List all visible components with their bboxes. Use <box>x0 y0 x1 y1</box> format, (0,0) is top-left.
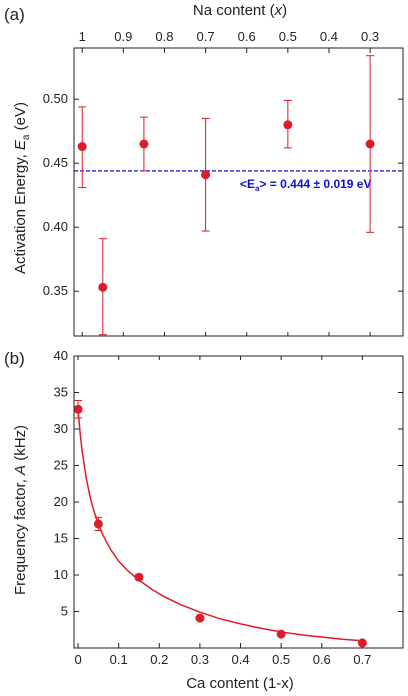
data-point-with-error <box>195 613 205 623</box>
panel-a-y-axis-title-var: E <box>12 139 29 150</box>
panel-a-y-axis-title-main: Activation Energy, <box>12 150 29 274</box>
panel-a-ticks: 1 0.9 0.8 0.7 0.6 0.5 0.4 0.3 0.35 0.40 0.45 0.50 <box>43 29 403 336</box>
panel-b-x-tick-label: 0 <box>74 652 81 667</box>
panel-b-y-tick-label: 35 <box>54 385 68 400</box>
data-point <box>201 170 211 180</box>
top-axis-tick-label: 0.6 <box>238 29 256 44</box>
data-point-with-error <box>98 238 108 336</box>
top-axis-title-main: Na content ( <box>193 2 275 19</box>
panel-b-x-tick-label: 0.4 <box>231 652 249 667</box>
data-point-with-error <box>201 117 211 232</box>
panel-b-y-tick-label: 30 <box>54 421 68 436</box>
data-point-with-error <box>283 99 293 149</box>
panel-b-plot-frame <box>73 355 404 649</box>
panel-b-y-tick-label: 20 <box>54 494 68 509</box>
panel-b-y-tick-label: 15 <box>54 531 68 546</box>
panel-b-data-points <box>73 400 367 648</box>
top-axis-tick-label: 0.7 <box>197 29 215 44</box>
data-point <box>365 139 375 149</box>
panel-a-plot-frame <box>73 47 404 337</box>
panel-a-data-points <box>77 55 375 336</box>
data-point-with-error <box>93 516 103 531</box>
panel-b-label: (b) <box>4 349 25 368</box>
data-point <box>283 120 293 130</box>
panel-b-y-axis-title-main: Frequency factor, <box>12 475 29 595</box>
mean-label-sub: a <box>255 184 260 193</box>
data-point <box>77 142 87 152</box>
data-point-with-error <box>134 572 144 582</box>
top-axis-tick-label: 1 <box>79 29 86 44</box>
panel-a-activation-energy-chart: (a) Na content (x) Activation Energy, Ea… <box>4 2 404 337</box>
data-point <box>195 613 205 623</box>
panel-b-x-tick-label: 0.6 <box>313 652 331 667</box>
panel-a-label: (a) <box>4 5 25 24</box>
data-point-with-error <box>77 106 87 189</box>
data-point <box>98 282 108 292</box>
panel-a-y-tick-label: 0.50 <box>43 91 68 106</box>
data-point-with-error <box>73 400 83 419</box>
panel-b-x-axis-title: Ca content (1-x) <box>186 675 294 692</box>
panel-b-x-tick-label: 0.1 <box>110 652 128 667</box>
panel-a-y-axis-title: Activation Energy, Ea (eV) <box>12 102 32 274</box>
panel-b-x-tick-label: 0.3 <box>191 652 209 667</box>
data-point-with-error <box>139 116 149 172</box>
panel-a-y-tick-label: 0.40 <box>43 219 68 234</box>
mean-activation-annotation: <Ea> = 0.444 ± 0.019 eV <box>240 177 371 193</box>
top-axis-title-var: x <box>274 2 283 19</box>
panel-b-x-tick-label: 0.7 <box>353 652 371 667</box>
panel-a-y-axis-title-sub: a <box>21 134 32 140</box>
panel-b-y-axis-title-var: A <box>12 465 29 476</box>
panel-b-y-axis-title: Frequency factor, A (kHz) <box>12 425 29 595</box>
mean-label-left: <E <box>240 177 255 191</box>
top-axis-tick-label: 0.3 <box>361 29 379 44</box>
panel-b-y-tick-label: 10 <box>54 567 68 582</box>
data-point <box>134 572 144 582</box>
top-axis-tick-label: 0.5 <box>279 29 297 44</box>
mean-label-right: > = 0.444 ± 0.019 eV <box>259 177 371 191</box>
top-axis-tick-label: 0.8 <box>155 29 173 44</box>
panel-a-y-tick-label: 0.45 <box>43 155 68 170</box>
data-point <box>357 638 367 648</box>
top-axis-tick-label: 0.9 <box>114 29 132 44</box>
top-axis-title-end: ) <box>282 2 287 19</box>
top-axis-title: Na content (x) <box>193 2 287 19</box>
panel-b-y-axis-title-unit: (kHz) <box>12 425 29 465</box>
panel-b-x-tick-label: 0.5 <box>272 652 290 667</box>
panel-a-y-tick-label: 0.35 <box>43 283 68 298</box>
data-point-with-error <box>365 55 375 233</box>
panel-b-y-tick-label: 40 <box>54 348 68 363</box>
panel-b-y-tick-label: 25 <box>54 458 68 473</box>
panel-b-frequency-factor-chart: (b) Ca content (1-x) Frequency factor, A… <box>4 348 404 692</box>
panel-a-y-axis-title-unit: (eV) <box>12 102 29 135</box>
top-axis-tick-label: 0.4 <box>320 29 338 44</box>
data-point-with-error <box>357 638 367 648</box>
panel-b-y-tick-label: 5 <box>61 604 68 619</box>
data-point-with-error <box>276 629 286 639</box>
fit-curve <box>77 409 363 642</box>
panel-b-x-tick-label: 0.2 <box>150 652 168 667</box>
panel-b-ticks: 0 0.1 0.2 0.3 0.4 0.5 0.6 0.7 5 10 15 20 25 30 35 40 <box>54 348 403 667</box>
data-point <box>276 629 286 639</box>
data-point <box>93 519 103 529</box>
data-point <box>73 404 83 414</box>
data-point <box>139 139 149 149</box>
